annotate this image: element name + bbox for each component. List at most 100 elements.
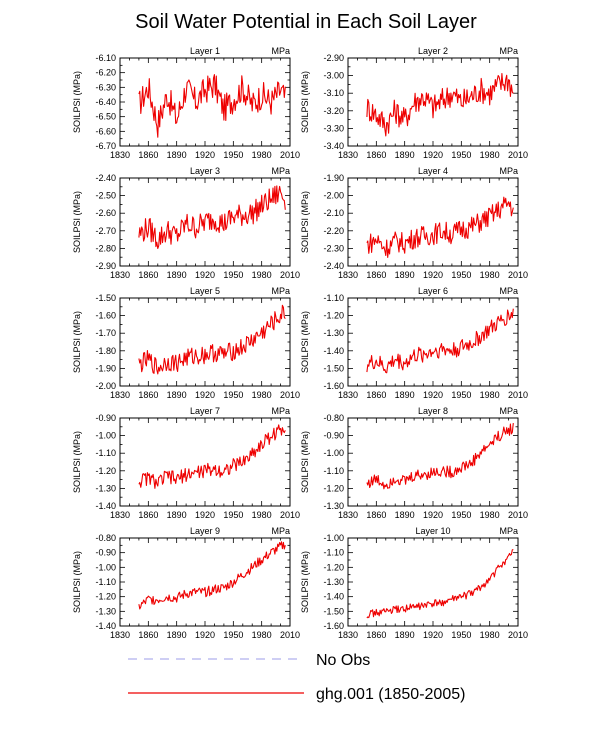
y-tick-label: -1.40 — [323, 592, 344, 602]
y-tick-label: -1.00 — [323, 448, 344, 458]
panel-layer-9: Layer 9 MPa SOILPSI (MPa) 1830 1860 1890 1920 1… — [72, 526, 300, 640]
y-tick-label: -1.70 — [95, 328, 116, 338]
panel-layer-1: Layer 1 MPa SOILPSI (MPa) 1830 1860 1890 1920 1… — [72, 46, 300, 160]
x-tick-label: 1830 — [338, 270, 358, 280]
y-tick-label: -1.30 — [95, 483, 116, 493]
plot-frame — [119, 297, 291, 387]
plot-frame — [347, 297, 519, 387]
x-tick-label: 1950 — [223, 510, 243, 520]
y-tick-label: -1.10 — [95, 448, 116, 458]
x-tick-label: 1830 — [338, 390, 358, 400]
series-line — [138, 185, 286, 250]
panel-title: Layer 3 — [190, 166, 220, 176]
y-tick-label: -1.60 — [95, 311, 116, 321]
y-tick-label: -6.60 — [95, 126, 116, 136]
x-tick-label: 2010 — [280, 270, 300, 280]
units-label: MPa — [271, 286, 290, 296]
series-line — [366, 423, 514, 490]
y-axis-label: SOILPSI (MPa) — [72, 551, 82, 613]
y-axis-label: SOILPSI (MPa) — [300, 551, 310, 613]
x-tick-label: 1830 — [110, 150, 130, 160]
y-tick-label: -1.50 — [323, 606, 344, 616]
x-tick-label: 2010 — [280, 510, 300, 520]
panel-title: Layer 7 — [190, 406, 220, 416]
panels: Layer 1 MPa SOILPSI (MPa) 1830 1860 1890 1920 1… — [72, 46, 528, 640]
legend: No Obs ghg.001 (1850-2005) — [128, 652, 465, 703]
y-tick-label: -2.50 — [95, 191, 116, 201]
units-label: MPa — [499, 46, 518, 56]
figure-title: Soil Water Potential in Each Soil Layer — [135, 11, 477, 33]
y-tick-label: -1.20 — [323, 483, 344, 493]
x-tick-label: 1890 — [167, 150, 187, 160]
plot-frame — [347, 57, 519, 147]
x-tick-label: 1920 — [195, 510, 215, 520]
panel-layer-6: Layer 6 MPa SOILPSI (MPa) 1830 1860 1890 1920 1… — [300, 286, 528, 400]
x-tick-label: 1830 — [110, 630, 130, 640]
x-tick-label: 1980 — [480, 630, 500, 640]
y-tick-label: -1.40 — [95, 501, 116, 511]
y-tick-label: -2.10 — [323, 208, 344, 218]
x-tick-label: 1980 — [480, 270, 500, 280]
x-tick-label: 1920 — [195, 390, 215, 400]
x-tick-label: 1860 — [366, 390, 386, 400]
x-tick-label: 1890 — [167, 510, 187, 520]
x-tick-label: 1860 — [366, 630, 386, 640]
panel-layer-10: Layer 10 MPa SOILPSI (MPa) 1830 1860 1890 1920… — [300, 526, 528, 640]
x-tick-label: 1980 — [480, 390, 500, 400]
series-line — [366, 196, 514, 258]
x-tick-label: 1980 — [252, 630, 272, 640]
x-tick-label: 1980 — [252, 270, 272, 280]
x-tick-label: 1920 — [423, 270, 443, 280]
y-tick-label: -2.20 — [323, 226, 344, 236]
x-tick-label: 1860 — [138, 510, 158, 520]
y-tick-label: -0.80 — [323, 413, 344, 423]
y-tick-label: -1.00 — [323, 533, 344, 543]
x-tick-label: 1920 — [195, 150, 215, 160]
panel-layer-7: Layer 7 MPa SOILPSI (MPa) 1830 1860 1890 1920 1… — [72, 406, 300, 520]
y-tick-label: -2.00 — [95, 381, 116, 391]
y-tick-label: -1.60 — [323, 381, 344, 391]
y-tick-label: -3.30 — [323, 123, 344, 133]
panel-title: Layer 2 — [418, 46, 448, 56]
x-tick-label: 1890 — [395, 630, 415, 640]
y-tick-label: -1.80 — [95, 346, 116, 356]
y-tick-label: -6.40 — [95, 97, 116, 107]
panel-title: Layer 6 — [418, 286, 448, 296]
y-tick-label: -6.70 — [95, 141, 116, 151]
x-tick-label: 1920 — [423, 630, 443, 640]
y-tick-label: -1.30 — [95, 606, 116, 616]
x-tick-label: 1830 — [338, 510, 358, 520]
x-tick-label: 1980 — [252, 150, 272, 160]
y-tick-label: -3.40 — [323, 141, 344, 151]
y-tick-label: -1.00 — [95, 562, 116, 572]
panel-title: Layer 5 — [190, 286, 220, 296]
x-tick-label: 1830 — [110, 390, 130, 400]
units-label: MPa — [271, 46, 290, 56]
units-label: MPa — [271, 526, 290, 536]
y-tick-label: -1.90 — [95, 363, 116, 373]
x-tick-label: 1890 — [395, 390, 415, 400]
plot-frame — [119, 537, 291, 627]
plot-frame — [347, 417, 519, 507]
x-tick-label: 1860 — [138, 630, 158, 640]
units-label: MPa — [499, 166, 518, 176]
y-axis-label: SOILPSI (MPa) — [72, 311, 82, 373]
x-tick-label: 1920 — [423, 390, 443, 400]
x-tick-label: 2010 — [508, 270, 528, 280]
x-tick-label: 1920 — [195, 630, 215, 640]
x-tick-label: 1830 — [338, 150, 358, 160]
x-tick-label: 1830 — [110, 510, 130, 520]
plot-frame — [119, 417, 291, 507]
x-tick-label: 2010 — [508, 510, 528, 520]
y-tick-label: -1.60 — [323, 621, 344, 631]
y-tick-label: -1.50 — [95, 293, 116, 303]
y-tick-label: -2.90 — [323, 53, 344, 63]
x-tick-label: 1980 — [480, 510, 500, 520]
x-tick-label: 1860 — [366, 270, 386, 280]
x-tick-label: 2010 — [508, 630, 528, 640]
x-tick-label: 1860 — [138, 390, 158, 400]
x-tick-label: 1920 — [423, 510, 443, 520]
x-tick-label: 1890 — [167, 390, 187, 400]
panel-layer-2: Layer 2 MPa SOILPSI (MPa) 1830 1860 1890 1920 1… — [300, 46, 528, 160]
